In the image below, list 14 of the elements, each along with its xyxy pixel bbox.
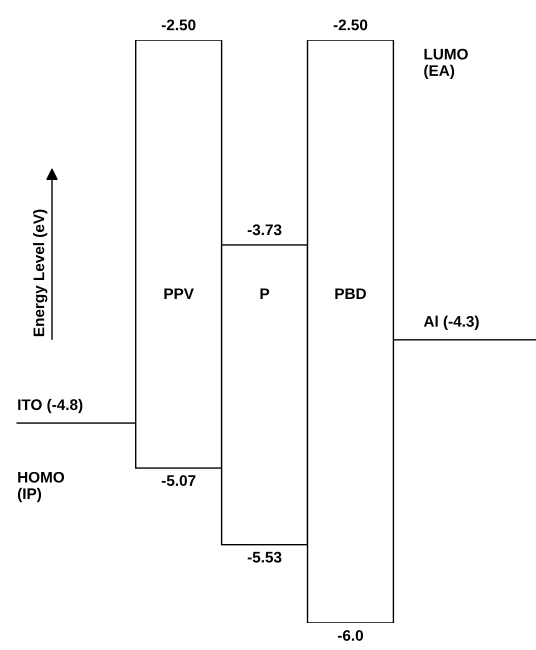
ref-line-label: ITO (-4.8) [18,398,82,414]
annotation: -6.0 [338,630,363,641]
x-tick-label: PPV [164,288,194,299]
x-tick-label: P [260,288,270,299]
text: Energy Level (eV) [33,210,48,336]
text: HOMO (IP) [18,472,64,502]
annotation: -3.73 [248,224,282,236]
annotation: -5.53 [248,552,282,563]
ref-line-label: Al (-4.3) [424,316,479,330]
annotation: -2.50 [334,20,368,30]
x-tick-label: PBD [335,288,366,299]
annotation: -5.07 [162,475,196,486]
annotation: -2.50 [162,20,196,30]
text: LUMO (EA) [424,48,468,80]
